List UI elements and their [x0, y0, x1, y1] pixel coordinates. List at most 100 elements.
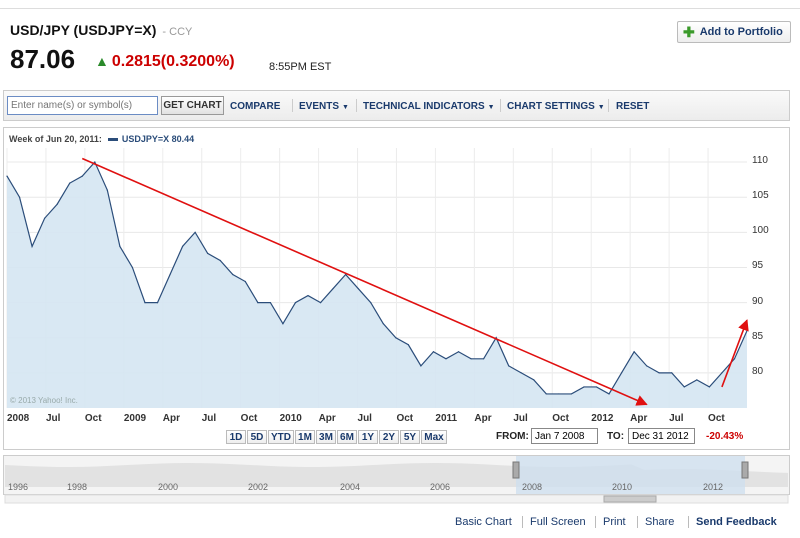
footer-divider: [688, 516, 689, 528]
data-point: [131, 266, 134, 269]
navigator-year-label: 1998: [67, 482, 88, 492]
footer-link-send-feedback[interactable]: Send Feedback: [696, 516, 777, 528]
range-button-2y[interactable]: 2Y: [379, 430, 399, 444]
up-arrow-icon: ▲: [95, 53, 109, 69]
x-tick-label: Oct: [240, 413, 258, 424]
x-tick-label: Oct: [552, 413, 569, 424]
events-menu[interactable]: EVENTS ▼: [299, 101, 349, 112]
technical-indicators-menu[interactable]: TECHNICAL INDICATORS ▼: [363, 101, 495, 112]
x-tick-label: Apr: [474, 413, 492, 424]
price-change: ▲ 0.2815(0.3200%): [95, 53, 235, 71]
top-divider: [0, 8, 800, 9]
toolbar-divider: [292, 99, 293, 112]
data-point: [533, 379, 535, 381]
range-button-1m[interactable]: 1M: [295, 430, 315, 444]
data-point: [56, 203, 58, 205]
range-button-3m[interactable]: 3M: [316, 430, 336, 444]
data-point: [156, 301, 159, 304]
chevron-down-icon: ▼: [342, 104, 349, 111]
data-point: [671, 372, 673, 374]
data-point: [194, 231, 196, 233]
x-tick-label: Oct: [84, 413, 102, 424]
compare-button[interactable]: COMPARE: [230, 101, 281, 112]
data-point: [119, 245, 121, 247]
y-tick-label: 90: [752, 295, 764, 307]
data-point: [545, 393, 547, 395]
series-swatch: [107, 138, 118, 142]
change-value: 0.2815: [111, 53, 161, 70]
range-button-5y[interactable]: 5Y: [400, 430, 420, 444]
navigator-year-label: 1996: [8, 482, 29, 492]
x-tick-label: Jul: [201, 413, 217, 424]
range-button-ytd[interactable]: YTD: [268, 430, 294, 444]
chart-settings-menu[interactable]: CHART SETTINGS ▼: [507, 101, 605, 112]
x-tick-label: Jul: [45, 413, 61, 424]
data-point: [620, 372, 623, 374]
data-point: [106, 189, 108, 191]
data-point: [94, 161, 96, 163]
data-point: [382, 323, 384, 325]
data-point: [420, 365, 422, 367]
x-tick-label: 2010: [279, 413, 302, 424]
symbol-search-input[interactable]: [7, 96, 158, 115]
y-tick-label: 105: [752, 190, 769, 202]
plus-icon: ✚: [683, 23, 695, 40]
data-point: [583, 386, 585, 388]
get-chart-button[interactable]: GET CHART: [161, 96, 224, 115]
data-point: [144, 301, 146, 304]
data-point: [520, 372, 522, 374]
data-point: [457, 351, 460, 353]
navigator-year-label: 2002: [248, 482, 269, 492]
toolbar-divider: [356, 99, 357, 112]
x-tick-label: Apr: [318, 413, 336, 424]
navigator-year-label: 2000: [158, 482, 179, 492]
page-title: USD/JPY (USDJPY=X) - CCY: [10, 22, 193, 38]
from-label: FROM:: [496, 431, 529, 442]
footer-link-full-screen[interactable]: Full Screen: [530, 516, 586, 528]
range-button-6m[interactable]: 6M: [337, 430, 357, 444]
navigator-right-handle[interactable]: [741, 461, 749, 479]
data-point: [81, 175, 83, 177]
y-tick-label: 110: [752, 155, 768, 167]
quote-time: 8:55PM EST: [269, 61, 332, 73]
data-point: [633, 351, 635, 353]
navigator-left-handle[interactable]: [512, 461, 520, 479]
chevron-down-icon: ▼: [487, 104, 495, 111]
data-point: [6, 175, 8, 177]
x-tick-label: Jul: [357, 413, 372, 424]
data-point: [319, 301, 322, 304]
from-date-input[interactable]: [531, 428, 598, 444]
chevron-down-icon: ▼: [597, 104, 605, 111]
navigator-year-label: 2012: [703, 482, 724, 492]
data-point: [595, 386, 598, 388]
navigator-window: [516, 456, 745, 494]
navigator-year-label: 2010: [612, 482, 633, 492]
range-button-1y[interactable]: 1Y: [358, 430, 378, 444]
data-point: [282, 323, 284, 325]
footer-link-share[interactable]: Share: [645, 516, 675, 528]
navigator-scrollbar: [4, 494, 789, 504]
range-button-max[interactable]: Max: [421, 430, 447, 444]
y-tick-label: 85: [752, 330, 764, 342]
data-point: [294, 301, 297, 304]
data-point: [169, 273, 171, 276]
footer-link-print[interactable]: Print: [603, 516, 626, 528]
data-point: [181, 245, 184, 247]
toolbar-divider: [608, 99, 609, 112]
data-point: [332, 287, 334, 290]
footer-divider: [637, 516, 638, 528]
scrollbar-grip[interactable]: [603, 495, 657, 503]
data-point: [470, 358, 472, 360]
y-tick-label: 95: [752, 260, 764, 272]
reset-button[interactable]: RESET: [616, 101, 650, 112]
data-point: [44, 217, 46, 219]
range-button-1d[interactable]: 1D: [226, 430, 246, 444]
footer-link-basic-chart[interactable]: Basic Chart: [455, 516, 512, 528]
data-point: [219, 259, 221, 262]
add-to-portfolio-button[interactable]: ✚ Add to Portfolio: [677, 21, 791, 43]
range-button-5d[interactable]: 5D: [247, 430, 267, 444]
to-date-input[interactable]: [628, 428, 695, 444]
